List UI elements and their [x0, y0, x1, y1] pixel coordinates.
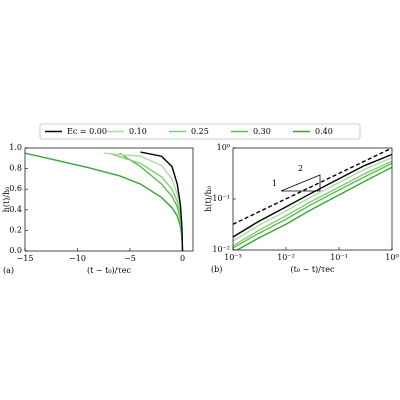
y-tick-label: 0.4: [9, 205, 22, 214]
series-line: [233, 160, 392, 247]
legend-label: Ec = 0.00: [67, 127, 107, 136]
x-axis-label: (t₀ − t)/τec: [290, 265, 335, 274]
x-tick-label: 10⁻²: [277, 253, 295, 262]
triangle: [280, 174, 321, 192]
y-tick-label: 1.0: [9, 143, 22, 152]
y-tick-label: 0.0: [9, 246, 22, 255]
y-tick-label: 0.2: [9, 225, 22, 234]
y-axis-label: h(t)/h₀: [204, 186, 213, 212]
series-line: [25, 152, 184, 251]
annotation: 2: [298, 164, 303, 173]
x-tick-label: −10: [69, 254, 86, 263]
y-tick-label: 10⁻¹: [212, 194, 230, 203]
x-tick-label: 10⁻¹: [330, 253, 348, 262]
panel-label: (b): [211, 265, 222, 274]
legend-label: 0.40: [315, 127, 333, 136]
y-tick-label: 0.6: [9, 184, 22, 193]
series-line: [140, 151, 184, 251]
annotation: 1: [272, 179, 277, 188]
x-tick-label: 10⁻³: [224, 253, 242, 262]
x-tick-label: −15: [17, 254, 34, 263]
legend-label: 0.25: [191, 127, 209, 136]
series-line: [233, 162, 392, 249]
legend-label: 0.30: [253, 127, 271, 136]
y-tick-label: 10⁻²: [212, 245, 230, 254]
axes-frame: [232, 147, 393, 251]
x-tick-label: 0: [180, 254, 185, 263]
y-tick-label: 10⁰: [217, 143, 230, 152]
y-tick-label: 0.8: [9, 164, 22, 173]
series-line: [108, 152, 184, 251]
axes-frame: [24, 147, 194, 252]
series-line: [233, 156, 392, 242]
legend-label: 0.10: [129, 127, 147, 136]
reference-line: [233, 148, 392, 225]
x-axis-label: (t − t₀)/τec: [87, 266, 132, 275]
panel-label: (a): [3, 266, 14, 275]
x-tick-label: −5: [124, 254, 136, 263]
legend-frame: [39, 123, 361, 140]
series-line: [233, 153, 392, 238]
y-axis-label: h(t)/h₀: [2, 187, 11, 213]
x-tick-label: 10⁰: [385, 253, 398, 262]
slope-triangle: 1 2: [272, 164, 321, 192]
series-line: [235, 166, 392, 250]
